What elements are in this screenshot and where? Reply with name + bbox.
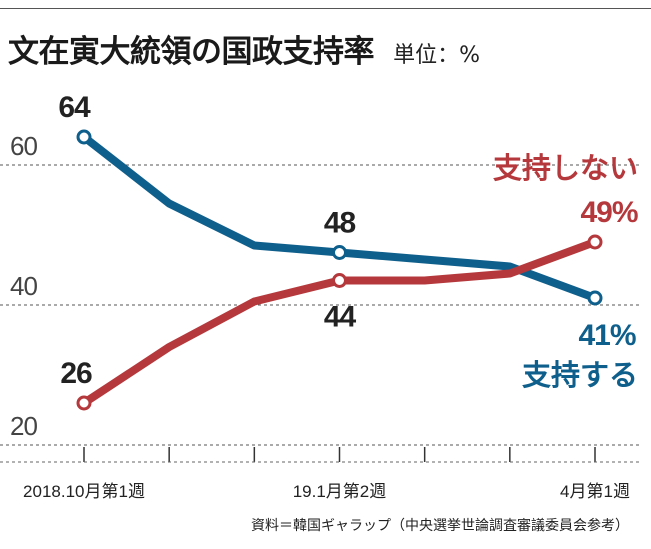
series-label-support: 支持する — [522, 359, 638, 392]
y-tick-label-40: 40 — [10, 271, 37, 301]
point-label-oppose-6: 49% — [580, 196, 637, 229]
top-rule — [0, 8, 651, 9]
data-point-1-0 — [76, 395, 92, 411]
point-label-support-0: 64 — [58, 91, 91, 124]
y-tick-label-20: 20 — [10, 411, 37, 441]
source-note: 資料＝韓国ギャラップ（中央選挙世論調査審議委員会参考） — [251, 518, 629, 534]
chart-title: 文在寅大統領の国政支持率 — [8, 34, 375, 70]
data-point-0-0 — [76, 129, 92, 145]
series-label-oppose: 支持しない — [493, 152, 638, 185]
point-label-oppose-3: 44 — [324, 301, 357, 334]
point-label-oppose-0: 26 — [60, 357, 92, 390]
x-tick-label-6: 4月第1週 — [560, 482, 630, 501]
point-label-support-6: 41% — [578, 319, 635, 352]
x-tick-label-3: 19.1月第2週 — [293, 482, 387, 501]
header: 文在寅大統領の国政支持率 単位：% — [8, 26, 480, 71]
data-point-1-6 — [587, 234, 603, 250]
data-point-0-3 — [332, 245, 347, 260]
x-tick-label-0: 2018.10月第1週 — [23, 482, 145, 501]
unit-label: 単位：% — [393, 43, 480, 68]
data-point-0-6 — [587, 290, 603, 306]
y-tick-label-60: 60 — [10, 131, 37, 161]
point-label-support-3: 48 — [324, 207, 356, 240]
data-point-1-3 — [332, 273, 347, 288]
